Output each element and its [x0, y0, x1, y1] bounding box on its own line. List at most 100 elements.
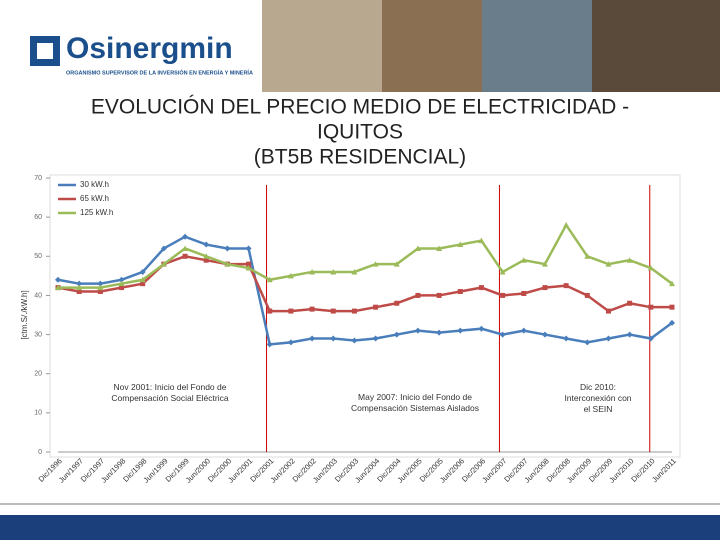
marker [478, 325, 485, 332]
annotation: May 2007: Inicio del Fondo de Compensació… [351, 392, 479, 413]
marker [351, 268, 358, 275]
marker [563, 283, 569, 289]
marker [436, 245, 443, 251]
marker [457, 327, 464, 334]
y-tick-label: 10 [34, 410, 42, 417]
marker [414, 245, 421, 251]
y-tick-label: 0 [38, 449, 42, 456]
marker [76, 280, 83, 287]
footer-bar [0, 515, 720, 540]
legend-label: 65 kW.h [80, 194, 109, 203]
series-line [58, 222, 673, 289]
y-axis-label: [ctm.S/./kW.h] [20, 290, 29, 339]
marker [647, 265, 654, 271]
chart-title: IQUITOS [317, 121, 403, 144]
marker [245, 265, 252, 271]
marker [372, 261, 379, 267]
photo [262, 0, 382, 92]
marker [372, 335, 379, 342]
annotation: Nov 2001: Inicio del Fondo de Compensació… [111, 382, 228, 403]
marker [182, 245, 189, 251]
marker [330, 308, 336, 314]
y-tick-label: 60 [34, 214, 42, 221]
marker [203, 253, 210, 259]
marker [520, 257, 527, 263]
marker [55, 284, 61, 291]
marker [393, 331, 400, 338]
marker [182, 253, 188, 259]
y-tick-label: 20 [34, 371, 42, 378]
marker [627, 300, 633, 306]
marker [669, 280, 675, 287]
marker [584, 292, 590, 298]
marker [97, 284, 104, 291]
legend-box [54, 179, 120, 192]
marker [478, 285, 484, 291]
marker [139, 268, 146, 275]
chart-title: (BT5B RESIDENCIAL) [254, 146, 466, 169]
marker [605, 261, 612, 267]
plot-area [49, 174, 681, 458]
photo [482, 0, 592, 92]
marker [119, 285, 125, 291]
marker [457, 241, 464, 248]
y-tick-label: 40 [34, 292, 42, 299]
marker [500, 292, 506, 298]
marker [499, 331, 506, 338]
legend-label: 125 kW.h [80, 208, 113, 217]
marker [309, 306, 315, 312]
photo [592, 0, 720, 92]
marker [246, 261, 252, 267]
marker [542, 285, 548, 291]
marker [55, 276, 61, 283]
marker [373, 304, 379, 310]
marker [160, 261, 167, 267]
marker [394, 300, 400, 306]
marker [648, 304, 654, 310]
marker [521, 290, 527, 296]
marker [309, 268, 316, 275]
marker [203, 241, 210, 248]
marker [605, 335, 612, 342]
logo-text: Osinergmin [66, 32, 233, 65]
marker [287, 272, 294, 279]
marker [520, 327, 527, 334]
marker [118, 276, 125, 283]
marker [669, 304, 675, 310]
chart-title: EVOLUCIÓN DEL PRECIO MEDIO DE ELECTRICID… [91, 96, 629, 119]
marker [563, 335, 570, 342]
marker [478, 237, 485, 244]
marker [160, 245, 167, 252]
legend-box [54, 207, 120, 220]
marker [669, 319, 675, 326]
annotation: Dic 2010: Interconexión con el SEIN [564, 382, 631, 414]
marker [584, 253, 591, 259]
marker [224, 261, 231, 267]
series-line [57, 235, 673, 346]
marker [224, 245, 231, 252]
logo-icon-inner [37, 43, 53, 59]
marker [436, 329, 443, 336]
y-tick-label: 50 [34, 253, 42, 260]
marker [266, 276, 273, 283]
marker [118, 280, 125, 287]
marker [245, 245, 252, 252]
marker [436, 292, 442, 298]
marker [626, 257, 633, 263]
y-tick-label: 30 [34, 331, 42, 338]
marker [140, 281, 146, 287]
marker [76, 289, 82, 295]
marker [97, 289, 103, 295]
marker [309, 335, 316, 342]
marker [287, 339, 294, 346]
marker [139, 276, 146, 283]
marker [563, 221, 570, 228]
legend-box [54, 193, 120, 206]
photo [382, 0, 482, 92]
marker [626, 331, 633, 338]
marker [499, 268, 506, 275]
marker [330, 268, 337, 275]
marker [266, 341, 273, 348]
marker [76, 284, 83, 291]
